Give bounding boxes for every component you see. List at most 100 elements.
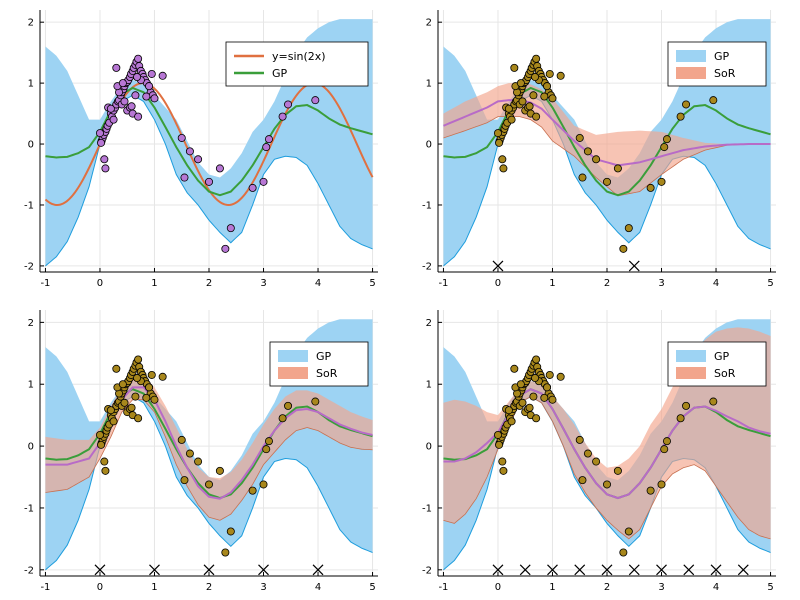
- inducing-point-marker: [492, 564, 504, 576]
- x-tick-label: 3: [260, 582, 266, 593]
- data-point: [118, 79, 127, 88]
- data-point: [543, 383, 552, 392]
- data-point: [264, 437, 273, 446]
- data-point: [583, 449, 592, 458]
- data-point: [134, 54, 143, 63]
- legend-label: GP: [714, 50, 730, 63]
- data-point: [507, 115, 516, 124]
- data-point: [662, 135, 671, 144]
- data-point: [142, 92, 151, 101]
- data-point: [575, 435, 584, 444]
- y-tick-label: -1: [24, 200, 34, 211]
- x-tick-label: -1: [438, 582, 448, 593]
- data-point: [556, 372, 565, 381]
- data-point: [147, 69, 156, 78]
- data-point: [97, 138, 106, 147]
- y-tick-label: -1: [24, 503, 34, 514]
- data-point: [215, 466, 224, 475]
- data-point: [145, 82, 154, 91]
- inducing-point-marker: [519, 564, 531, 576]
- data-point: [676, 414, 685, 423]
- data-point: [495, 440, 504, 449]
- data-point: [221, 244, 230, 253]
- x-tick-label: -1: [40, 582, 50, 593]
- x-tick-label: 0: [495, 278, 501, 289]
- data-point: [499, 466, 508, 475]
- data-point: [507, 417, 516, 426]
- data-point: [95, 129, 104, 138]
- legend-swatch: [676, 367, 706, 379]
- data-point: [127, 403, 136, 412]
- data-point: [603, 177, 612, 186]
- panel-top-left: -1 0 1 2 3 4 5 -2 -1 0 1 2 y=sin(2x) GP: [24, 10, 378, 289]
- data-point: [545, 69, 554, 78]
- data-point: [613, 164, 622, 173]
- data-point: [657, 480, 666, 489]
- data-point: [262, 445, 271, 454]
- legend-swatch: [676, 67, 706, 79]
- legend-swatch: [676, 350, 706, 362]
- inducing-point-marker: [203, 564, 215, 576]
- data-point: [311, 397, 320, 406]
- data-point: [498, 457, 507, 466]
- data-point: [532, 414, 541, 423]
- inducing-point-marker: [94, 564, 106, 576]
- x-tick-label: 2: [604, 278, 610, 289]
- data-point: [592, 457, 601, 466]
- x-tick-label: 1: [549, 278, 555, 289]
- legend: y=sin(2x) GP: [225, 41, 369, 87]
- inducing-point-marker: [710, 564, 722, 576]
- data-point: [264, 135, 273, 144]
- data-point: [145, 383, 154, 392]
- y-tick-label: -1: [422, 503, 432, 514]
- x-tick-label: 0: [97, 582, 103, 593]
- data-point: [516, 380, 525, 389]
- inducing-point-marker: [656, 564, 667, 576]
- x-tick-label: 1: [151, 582, 157, 593]
- legend-swatch: [278, 367, 308, 379]
- data-point: [556, 71, 565, 80]
- data-point: [578, 173, 587, 182]
- y-tick-label: 0: [426, 442, 432, 453]
- legend-label: GP: [714, 350, 730, 363]
- legend-swatch: [676, 50, 706, 62]
- x-tick-label: 5: [369, 582, 375, 593]
- data-point: [106, 104, 115, 113]
- y-tick-label: -1: [422, 200, 432, 211]
- data-point: [575, 133, 584, 142]
- data-point: [177, 435, 186, 444]
- data-point: [493, 129, 502, 138]
- x-tick-label: 1: [549, 582, 555, 593]
- data-point: [101, 164, 110, 173]
- data-point: [545, 370, 554, 379]
- data-point: [529, 91, 538, 100]
- data-point: [543, 82, 552, 91]
- data-point: [540, 393, 549, 402]
- y-tick-label: 2: [28, 318, 34, 329]
- inducing-point-marker: [547, 564, 558, 576]
- x-tick-label: 2: [206, 582, 212, 593]
- x-tick-label: 1: [151, 278, 157, 289]
- data-point: [112, 63, 121, 72]
- data-point: [177, 133, 186, 142]
- data-point: [662, 437, 671, 446]
- data-point: [529, 392, 538, 401]
- legend-label: GP: [316, 350, 332, 363]
- data-point: [262, 143, 271, 152]
- data-point: [709, 397, 718, 406]
- data-point: [127, 102, 136, 111]
- data-point: [194, 155, 203, 164]
- data-point: [518, 97, 527, 106]
- inducing-point-marker: [737, 564, 749, 576]
- y-tick-label: -2: [422, 565, 432, 576]
- legend-label: GP: [272, 67, 288, 80]
- data-point: [682, 401, 691, 410]
- legend-label: SoR: [714, 67, 736, 80]
- legend-box: [225, 41, 369, 87]
- y-tick-label: 2: [28, 18, 34, 29]
- data-point: [112, 364, 121, 373]
- data-point: [118, 380, 127, 389]
- data-point: [226, 527, 235, 536]
- data-point: [660, 143, 669, 152]
- data-point: [504, 406, 513, 415]
